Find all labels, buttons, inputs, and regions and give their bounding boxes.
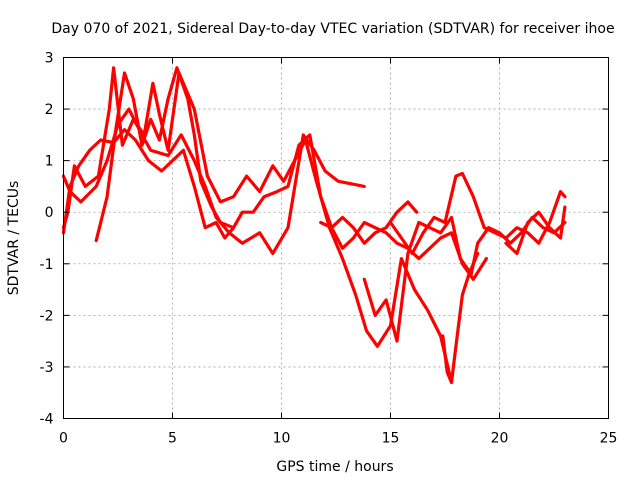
y-tick-label: 0 xyxy=(45,205,54,221)
y-tick-label: 3 xyxy=(45,51,54,67)
x-tick-label: 25 xyxy=(600,431,618,447)
series-sat-a xyxy=(61,107,366,256)
y-tick-label: 1 xyxy=(45,154,54,170)
series-sat-b xyxy=(94,66,236,243)
plot-frame xyxy=(63,57,609,419)
y-tick-label: -2 xyxy=(40,308,54,324)
x-tick-label: 10 xyxy=(273,431,291,447)
y-axis-label: SDTVAR / TECUs xyxy=(6,181,22,296)
series-sat-i xyxy=(504,205,567,256)
series-sat-d xyxy=(61,128,488,281)
x-tick-label: 5 xyxy=(168,431,177,447)
y-tick-label: -4 xyxy=(40,412,54,428)
y-tick-label: -1 xyxy=(40,257,54,273)
series-sat-f xyxy=(362,215,567,343)
x-tick-label: 0 xyxy=(59,431,68,447)
series-sat-g xyxy=(388,171,567,256)
x-axis-label: GPS time / hours xyxy=(276,459,393,475)
y-tick-label: 2 xyxy=(45,102,54,118)
tick-layer: 0 5 10 15 20 25 -4 -3 -2 -1 0 1 2 3 xyxy=(40,51,618,447)
series-sat-h xyxy=(441,251,480,384)
grid-layer xyxy=(63,57,609,419)
series-sat-c xyxy=(61,66,454,384)
series-sat-e xyxy=(319,200,419,245)
x-tick-label: 15 xyxy=(382,431,400,447)
series-layer xyxy=(61,66,567,384)
chart-title: Day 070 of 2021, Sidereal Day-to-day VTE… xyxy=(51,21,614,37)
y-tick-label: -3 xyxy=(40,360,54,376)
x-tick-label: 20 xyxy=(491,431,509,447)
